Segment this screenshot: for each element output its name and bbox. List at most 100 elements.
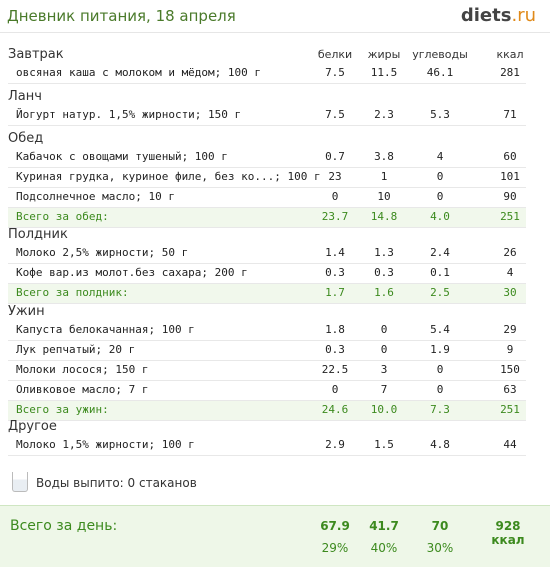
glass-icon (12, 472, 28, 492)
fat-total: 10.0 (370, 403, 398, 416)
meal-title: Полдник (8, 227, 68, 242)
day-kcal: 928 ккал (491, 519, 525, 547)
fat-value: 1.5 (374, 438, 394, 451)
total-label: Всего за полдник: (16, 286, 129, 299)
food-name: Лук репчатый; 20 г (16, 343, 136, 356)
protein-value: 0.3 (325, 343, 345, 356)
carbs-value: 4 (436, 150, 444, 163)
food-row[interactable]: Кофе вар.из молот.без сахара; 200 г 0.3 … (8, 264, 526, 284)
kcal-value: 71 (503, 108, 517, 121)
protein-value: 1.8 (325, 323, 345, 336)
kcal-value: 60 (503, 150, 517, 163)
protein-value: 0.7 (325, 150, 345, 163)
kcal-value: 29 (503, 323, 517, 336)
food-row[interactable]: Молоко 1,5% жирности; 100 г 2.9 1.5 4.8 … (8, 436, 526, 456)
total-label: Всего за ужин: (16, 403, 109, 416)
fat-total: 14.8 (370, 210, 398, 223)
kcal-total: 251 (500, 210, 520, 223)
day-total-label: Всего за день: (10, 518, 118, 534)
fat-value: 7 (380, 383, 388, 396)
carbs-total: 2.5 (430, 286, 450, 299)
carbs-value: 5.3 (430, 108, 450, 121)
food-row[interactable]: Молоко 2,5% жирности; 50 г 1.4 1.3 2.4 2… (8, 244, 526, 264)
kcal-value: 9 (506, 343, 514, 356)
food-row[interactable]: Кабачок с овощами тушеный; 100 г 0.7 3.8… (8, 148, 526, 168)
page-title: Дневник питания, 18 апреля (7, 7, 236, 25)
food-name: овсяная каша с молоком и мёдом; 100 г (16, 66, 262, 79)
fat-value: 1 (380, 170, 388, 183)
fat-value: 0 (380, 323, 388, 336)
carbs-value: 4.8 (430, 438, 450, 451)
kcal-value: 26 (503, 246, 517, 259)
meal-other: Другое Молоко 1,5% жирности; 100 г 2.9 1… (8, 418, 526, 456)
fat-value: 10 (377, 190, 391, 203)
fat-value: 0 (380, 343, 388, 356)
kcal-value: 281 (500, 66, 520, 79)
day-carbs-pct: 30% (426, 541, 454, 555)
fat-value: 1.3 (374, 246, 394, 259)
protein-value: 0 (331, 190, 339, 203)
meal-title: Завтрак (8, 47, 64, 62)
header: Дневник питания, 18 апреля diets.ru (0, 0, 550, 33)
meal-snack: Полдник Молоко 2,5% жирности; 50 г 1.4 1… (8, 226, 526, 304)
food-name: Куриная грудка, куриное филе, без ко...;… (16, 170, 321, 183)
meal-total-row: Всего за полдник: 1.7 1.6 2.5 30 (8, 284, 526, 304)
day-carbs: 70 (431, 519, 449, 533)
food-name: Кофе вар.из молот.без сахара; 200 г (16, 266, 248, 279)
meal-breakfast: Завтрак овсяная каша с молоком и мёдом; … (8, 46, 526, 84)
fat-value: 2.3 (374, 108, 394, 121)
food-row[interactable]: Йогурт натур. 1,5% жирности; 150 г 7.5 2… (8, 106, 526, 126)
carbs-value: 46.1 (426, 66, 454, 79)
kcal-value: 4 (506, 266, 514, 279)
protein-value: 2.9 (325, 438, 345, 451)
meal-title: Ужин (8, 304, 45, 319)
day-total-panel: Всего за день: 67.9 41.7 70 928 ккал 29%… (0, 505, 550, 567)
carbs-total: 7.3 (430, 403, 450, 416)
col-fat: жиры (367, 48, 401, 61)
water-text: Воды выпито: 0 стаканов (36, 476, 197, 490)
kcal-value: 63 (503, 383, 517, 396)
food-name: Молоко 2,5% жирности; 50 г (16, 246, 189, 259)
food-row[interactable]: Лук репчатый; 20 г 0.3 0 1.9 9 (8, 341, 526, 361)
protein-value: 0.3 (325, 266, 345, 279)
food-row[interactable]: Молоки лосося; 150 г 22.5 3 0 150 (8, 361, 526, 381)
day-protein-pct: 29% (321, 541, 349, 555)
food-row[interactable]: Оливковое масло; 7 г 0 7 0 63 (8, 381, 526, 401)
kcal-total: 251 (500, 403, 520, 416)
food-row[interactable]: овсяная каша с молоком и мёдом; 100 г 7.… (8, 64, 526, 84)
food-row[interactable]: Куриная грудка, куриное филе, без ко...;… (8, 168, 526, 188)
food-row[interactable]: Капуста белокачанная; 100 г 1.8 0 5.4 29 (8, 321, 526, 341)
carbs-value: 0.1 (430, 266, 450, 279)
food-name: Молоки лосося; 150 г (16, 363, 149, 376)
meal-lunch: Ланч Йогурт натур. 1,5% жирности; 150 г … (8, 88, 526, 126)
food-name: Кабачок с овощами тушеный; 100 г (16, 150, 228, 163)
carbs-total: 4.0 (430, 210, 450, 223)
food-name: Капуста белокачанная; 100 г (16, 323, 195, 336)
meal-total-row: Всего за ужин: 24.6 10.0 7.3 251 (8, 401, 526, 421)
meal-title: Другое (8, 419, 57, 434)
meal-title: Ланч (8, 89, 42, 104)
fat-value: 11.5 (370, 66, 398, 79)
protein-total: 24.6 (321, 403, 349, 416)
meal-dinner: Обед Кабачок с овощами тушеный; 100 г 0.… (8, 130, 526, 228)
day-fat-pct: 40% (370, 541, 398, 555)
protein-value: 7.5 (325, 66, 345, 79)
fat-value: 3.8 (374, 150, 394, 163)
carbs-value: 0 (436, 190, 444, 203)
col-protein: белки (317, 48, 353, 61)
food-row[interactable]: Подсолнечное масло; 10 г 0 10 0 90 (8, 188, 526, 208)
protein-value: 22.5 (321, 363, 349, 376)
carbs-value: 0 (436, 383, 444, 396)
day-protein: 67.9 (320, 519, 350, 533)
col-carbs: углеводы (412, 48, 468, 61)
carbs-value: 5.4 (430, 323, 450, 336)
site-logo[interactable]: diets.ru (461, 5, 536, 26)
logo-main: diets (460, 5, 512, 26)
protein-value: 0 (331, 383, 339, 396)
kcal-value: 150 (500, 363, 520, 376)
kcal-total: 30 (503, 286, 517, 299)
water-tracker: Воды выпито: 0 стаканов (10, 470, 410, 496)
food-name: Молоко 1,5% жирности; 100 г (16, 438, 195, 451)
carbs-value: 0 (436, 363, 444, 376)
kcal-value: 44 (503, 438, 517, 451)
